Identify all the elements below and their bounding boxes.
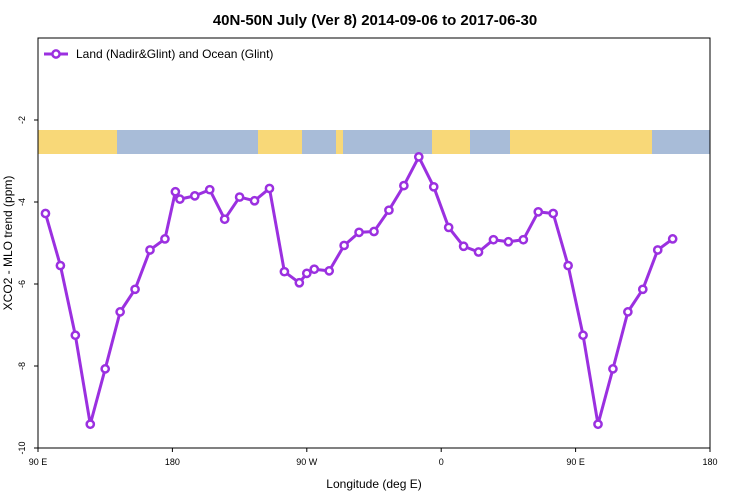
y-tick-label: -8 [17,362,27,370]
data-point [369,226,379,237]
data-point [234,192,245,202]
data-point [279,266,290,277]
data-point [219,214,230,225]
y-tick-label: -4 [17,198,27,206]
y-axis-label: XCO2 - MLO trend (ppm) [1,176,15,311]
data-point [309,264,320,275]
data-point [458,241,469,252]
y-axis: -2 -4 -6 -8 -10 [17,116,38,455]
data-point [578,330,588,341]
legend: Land (Nadir&Glint) and Ocean (Glint) [44,47,273,61]
data-point [503,236,514,247]
data-point [170,186,181,197]
data-point [548,208,559,219]
data-point [324,266,335,276]
data-point [488,234,499,245]
data-point [301,268,312,279]
data-point [85,419,96,430]
land-patch [38,130,117,154]
data-point [443,222,454,233]
data-point [249,195,260,206]
data-point [608,364,618,374]
legend-label: Land (Nadir&Glint) and Ocean (Glint) [76,47,273,61]
data-point [160,234,170,244]
data-point [473,247,484,257]
legend-marker [51,49,61,59]
data-point [294,277,305,288]
data-point [204,184,215,195]
data-point [354,227,364,238]
y-tick-label: -2 [17,116,27,124]
chart-title: 40N-50N July (Ver 8) 2014-09-06 to 2017-… [213,12,537,29]
data-point [637,284,648,295]
data-point [70,330,81,341]
data-point [563,260,573,271]
map-land [38,130,652,154]
x-tick-label: 180 [165,457,180,467]
data-point [264,183,275,194]
data-point [413,152,424,162]
y-tick-label: -10 [17,441,27,454]
world-map-strip [38,130,710,154]
x-tick-label: 90 E [566,457,585,467]
land-patch [432,130,470,154]
data-point [399,180,409,191]
plot-frame [37,37,711,449]
x-tick-label: 180 [702,457,717,467]
y-tick-label: -6 [17,280,27,288]
data-point [667,234,678,244]
data-point [189,191,200,201]
x-tick-label: 0 [439,457,444,467]
data-point [652,245,663,255]
data-point [533,206,544,217]
land-patch [510,130,652,154]
data-point [518,234,529,245]
data-point [145,245,155,255]
land-patch [336,130,343,154]
x-tick-label: 90 E [29,457,48,467]
data-point [100,364,111,374]
x-tick-label: 90 W [296,457,318,467]
data-point [115,307,125,317]
x-axis: 90 E 180 90 W 0 90 E 180 [29,448,718,467]
land-patch [258,130,302,154]
data-point [55,260,66,271]
data-point [593,419,603,430]
data-point [428,181,439,192]
data-point [175,194,185,204]
data-point [40,208,51,219]
data-point [130,284,140,295]
data-point [623,307,633,317]
x-axis-label: Longitude (deg E) [326,477,421,491]
data-point [339,240,349,251]
data-point [384,205,394,216]
series-group [40,152,678,430]
